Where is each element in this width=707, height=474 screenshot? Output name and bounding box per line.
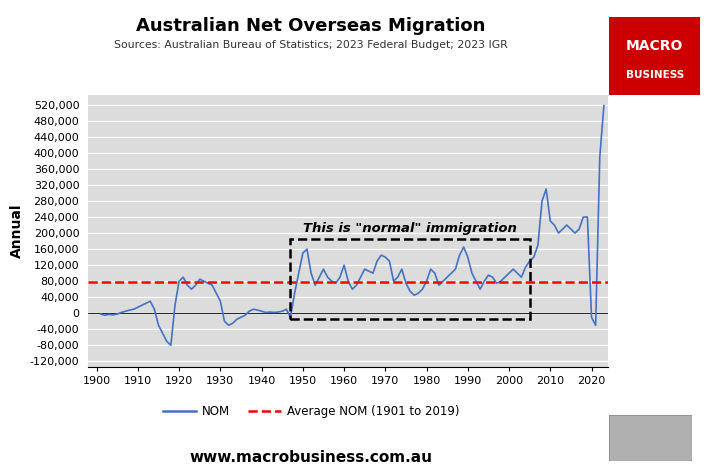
Text: This is "normal" immigration: This is "normal" immigration xyxy=(303,222,517,235)
Y-axis label: Annual: Annual xyxy=(10,204,24,258)
Text: www.macrobusiness.com.au: www.macrobusiness.com.au xyxy=(189,450,433,465)
NOM xyxy=(245,309,253,314)
Line: NOM: NOM xyxy=(101,106,604,345)
NOM xyxy=(154,322,163,328)
Legend: NOM, Average NOM (1901 to 2019): NOM, Average NOM (1901 to 2019) xyxy=(158,401,464,423)
NOM xyxy=(125,307,134,313)
Text: Australian Net Overseas Migration: Australian Net Overseas Migration xyxy=(136,17,486,35)
NOM xyxy=(146,298,155,304)
NOM xyxy=(600,103,608,109)
Text: BUSINESS: BUSINESS xyxy=(626,70,684,80)
Bar xyxy=(291,239,530,319)
Text: MACRO: MACRO xyxy=(626,39,684,53)
NOM xyxy=(320,266,328,272)
NOM xyxy=(509,266,518,272)
Text: Sources: Australian Bureau of Statistics; 2023 Federal Budget; 2023 IGR: Sources: Australian Bureau of Statistics… xyxy=(115,40,508,50)
NOM xyxy=(167,342,175,348)
NOM xyxy=(97,311,105,317)
